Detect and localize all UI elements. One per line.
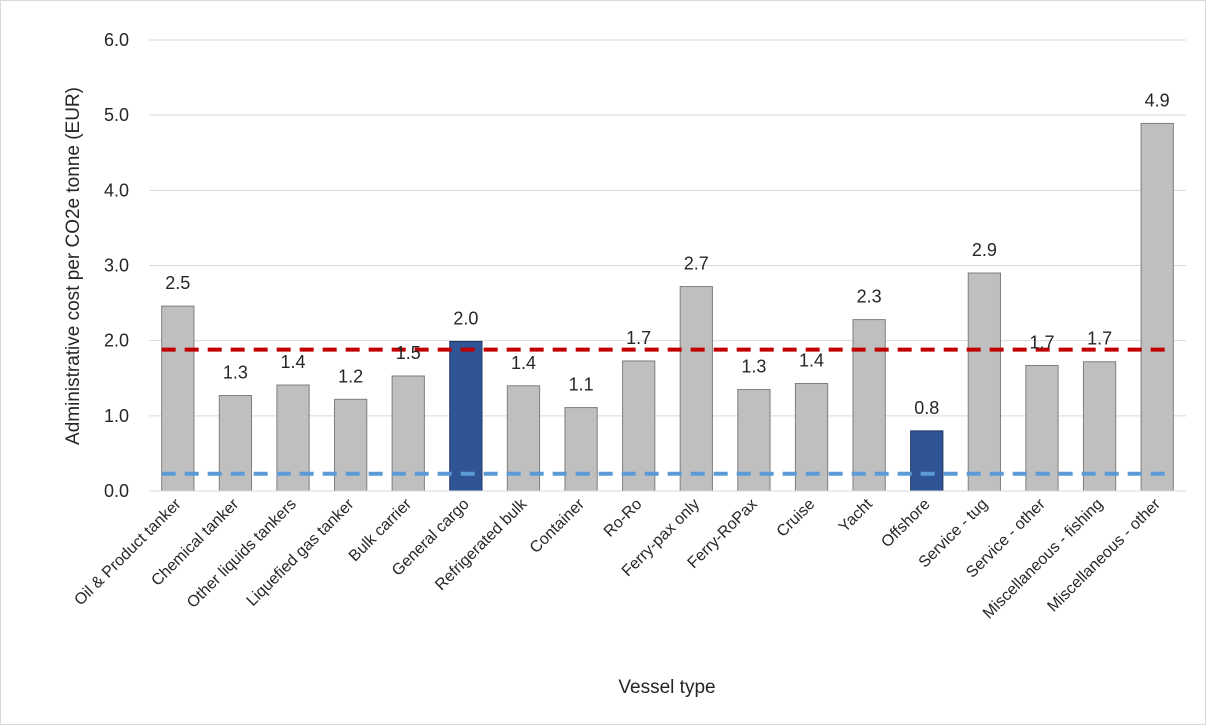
y-tick-label: 5.0 bbox=[104, 105, 129, 125]
bar-offshore bbox=[910, 430, 944, 492]
bar-service-other bbox=[1025, 364, 1059, 492]
data-label: 0.8 bbox=[914, 398, 939, 418]
x-tick-label: Liquefied gas tanker bbox=[244, 495, 358, 609]
bar-yacht bbox=[852, 319, 886, 492]
bar-ferry-ropax bbox=[737, 389, 771, 492]
bar-chemical-tanker bbox=[218, 395, 253, 492]
data-label: 1.3 bbox=[223, 363, 248, 383]
bar-general-cargo bbox=[449, 340, 483, 492]
x-tick-label: Cruise bbox=[774, 496, 819, 541]
data-label: 1.4 bbox=[511, 353, 536, 373]
bar-container bbox=[564, 407, 598, 492]
bar-oil-product-tanker bbox=[161, 305, 195, 492]
x-tick-label: Offshore bbox=[878, 496, 933, 551]
data-label: 1.7 bbox=[1087, 329, 1112, 349]
data-label: 4.9 bbox=[1145, 90, 1170, 110]
data-label: 2.5 bbox=[165, 273, 190, 293]
x-tick-label: Yacht bbox=[836, 495, 877, 536]
data-label: 1.2 bbox=[338, 366, 363, 386]
y-tick-label: 2.0 bbox=[104, 331, 129, 351]
x-tick-label: Ro-Ro bbox=[601, 496, 646, 541]
y-axis-title: Administrative cost per CO2e tonne (EUR) bbox=[63, 87, 84, 445]
x-tick-label: Oil & Product tanker bbox=[71, 495, 185, 609]
data-label: 1.3 bbox=[741, 357, 766, 377]
bar-ro-ro bbox=[622, 360, 656, 492]
x-tick-label: Miscellaneous - other bbox=[1044, 495, 1164, 615]
x-tick-label: Other liquids tankers bbox=[184, 496, 300, 612]
data-label: 2.7 bbox=[684, 254, 709, 274]
y-tick-label: 3.0 bbox=[104, 256, 129, 276]
bar-liquefied-gas-tanker bbox=[334, 398, 368, 492]
bar-service-tug bbox=[967, 272, 1001, 492]
reference-lines bbox=[161, 347, 1174, 476]
y-axis-ticks: 0.0 1.0 2.0 3.0 4.0 5.0 6.0 bbox=[104, 30, 129, 501]
data-label: 2.9 bbox=[972, 240, 997, 260]
data-label: 1.4 bbox=[799, 351, 824, 371]
y-tick-label: 4.0 bbox=[104, 180, 129, 200]
y-tick-label: 0.0 bbox=[104, 481, 129, 501]
x-axis-title: Vessel type bbox=[618, 677, 715, 698]
data-label: 1.1 bbox=[569, 375, 594, 395]
data-label: 2.3 bbox=[857, 287, 882, 307]
bars bbox=[161, 122, 1174, 492]
data-label: 1.7 bbox=[626, 328, 651, 348]
bar-ferry-pax-only bbox=[679, 286, 713, 492]
x-tick-label: Container bbox=[527, 495, 589, 557]
gridlines bbox=[149, 39, 1186, 417]
bar-miscellaneous-fishing bbox=[1082, 361, 1117, 492]
data-label: 1.7 bbox=[1029, 332, 1054, 352]
data-label: 1.5 bbox=[396, 343, 421, 363]
y-tick-label: 6.0 bbox=[104, 30, 129, 50]
bar-miscellaneous-other bbox=[1140, 122, 1174, 492]
y-tick-label: 1.0 bbox=[104, 406, 129, 426]
data-labels: 2.5 1.3 1.4 1.2 1.5 2.0 1.4 1.1 1.7 2.7 1.3 1.4 2.3 0… bbox=[165, 90, 1169, 417]
data-label: 2.0 bbox=[453, 308, 478, 328]
data-label: 1.4 bbox=[281, 352, 306, 372]
